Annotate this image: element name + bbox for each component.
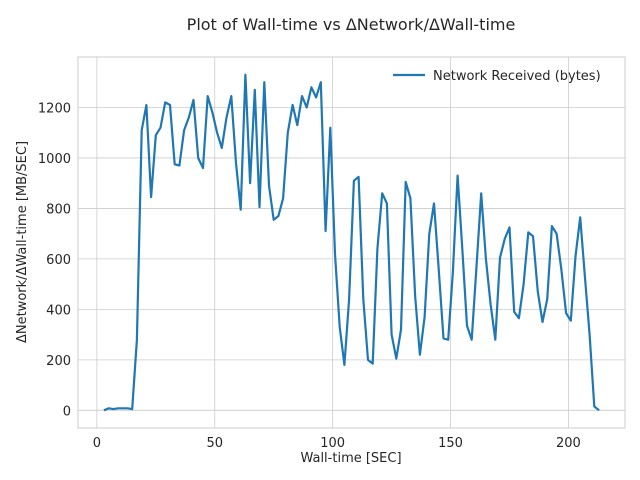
x-tick-label: 200 [556, 436, 581, 451]
y-tick-label: 1200 [38, 101, 71, 116]
y-tick-labels: 0 200 400 600 800 1000 1200 [38, 101, 71, 419]
legend: Network Received (bytes) [393, 69, 601, 84]
legend-label: Network Received (bytes) [433, 69, 601, 84]
y-axis-label: ΔNetwork/ΔWall-time [MB/SEC] [15, 141, 30, 343]
series-lines [103, 73, 600, 412]
grid-lines [78, 57, 625, 428]
x-axis-label: Wall-time [SEC] [300, 451, 401, 466]
x-tick-labels: 0 50 100 150 200 [93, 436, 581, 451]
y-tick-label: 1000 [38, 152, 71, 167]
x-tick-label: 50 [206, 436, 223, 451]
y-tick-label: 800 [46, 202, 71, 217]
series-line-network-received [103, 73, 600, 412]
plot-frame [77, 56, 626, 429]
y-tick-label: 400 [46, 303, 71, 318]
x-tick-label: 0 [93, 436, 101, 451]
y-tick-label: 200 [46, 354, 71, 369]
x-tick-label: 100 [320, 436, 345, 451]
y-tick-label: 600 [46, 253, 71, 268]
x-tick-label: 150 [438, 436, 463, 451]
chart-title: Plot of Wall-time vs ΔNetwork/ΔWall-time [187, 15, 516, 34]
y-tick-label: 0 [63, 404, 71, 419]
